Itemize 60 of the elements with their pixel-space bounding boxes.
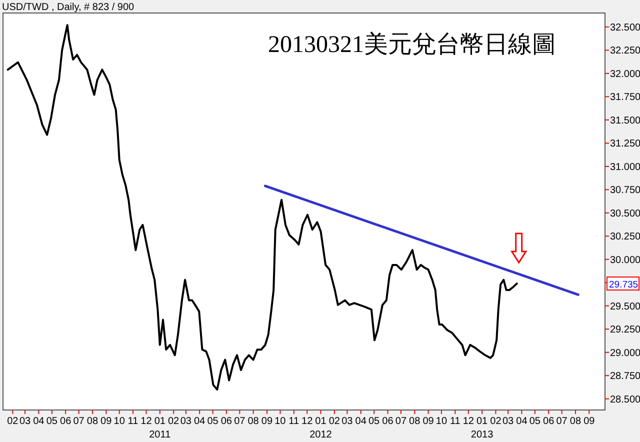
x-tick-label: 05: [46, 416, 58, 427]
x-tick-label: 06: [220, 416, 232, 427]
x-tick-label: 04: [194, 416, 206, 427]
x-tick-label: 09: [584, 416, 596, 427]
x-tick-label: 04: [33, 416, 45, 427]
y-tick-label: 31.500: [610, 115, 640, 126]
text: 20130321美元兌台幣日線圖: [268, 31, 556, 58]
x-tick-label: 02: [490, 416, 502, 427]
chart-subtitle: USD/TWD , Daily, # 823 / 900: [2, 2, 135, 13]
x-tick-label: 10: [114, 416, 126, 427]
x-tick-label: 03: [342, 416, 354, 427]
x-tick-label: 12: [302, 416, 314, 427]
x-tick-label: 04: [516, 416, 528, 427]
x-tick-label: 08: [248, 416, 260, 427]
x-tick-label: 09: [422, 416, 434, 427]
y-tick-label: 32.000: [610, 68, 640, 80]
x-tick-label: 05: [368, 416, 380, 427]
x-tick-label: 09: [100, 416, 112, 427]
x-tick-label: 12: [462, 416, 474, 427]
y-tick-label: 28.750: [610, 371, 640, 382]
y-tick-label: 31.000: [610, 162, 640, 173]
y-tick-label: 30.000: [610, 254, 640, 266]
x-tick-label: 02: [328, 416, 340, 427]
x-tick-label: 07: [234, 416, 246, 427]
y-tick-label: 29.250: [610, 324, 640, 336]
y-tick-label: 29.500: [610, 301, 640, 312]
x-tick-label: 03: [180, 416, 192, 427]
x-tick-label: 02: [168, 416, 180, 427]
x-tick-label: 12: [140, 416, 152, 427]
x-tick-label: 09: [261, 416, 273, 427]
x-tick-label: 03: [502, 416, 514, 427]
y-tick-label: 30.500: [610, 208, 640, 220]
x-tick-label: 06: [60, 416, 72, 427]
y-tick-label: 31.750: [610, 92, 640, 104]
x-tick-label: 07: [395, 416, 407, 427]
x-tick-label: 11: [450, 416, 461, 427]
x-tick-label: 05: [207, 416, 219, 427]
y-tick-label: 32.500: [610, 22, 640, 34]
x-tick-label: 08: [570, 416, 582, 427]
x-tick-label: 11: [128, 416, 139, 427]
annotation: 29.735: [609, 280, 638, 291]
x-tick-label: 03: [19, 416, 32, 427]
y-tick-label: 28.500: [610, 394, 640, 406]
x-tick-label: 08: [86, 416, 98, 427]
y-tick-label: 31.250: [610, 138, 640, 150]
x-tick-label: 02: [7, 416, 19, 427]
y-tick-label: 30.750: [610, 185, 640, 196]
x-tick-label: 07: [73, 416, 85, 427]
x-tick-label: 07: [556, 416, 568, 427]
x-tick-label: 08: [409, 416, 421, 427]
x-tick-label: 06: [382, 416, 394, 427]
y-tick-label: 32.250: [610, 46, 640, 57]
x-tick-label: 11: [288, 416, 300, 427]
x-tick-label: 10: [436, 416, 448, 427]
y-tick-label: 29.000: [610, 348, 640, 359]
y-tick-label: 30.250: [610, 232, 640, 243]
x-tick-label: 04: [355, 416, 367, 427]
x-tick-label: 06: [543, 416, 555, 427]
x-tick-label: 05: [529, 416, 541, 427]
x-tick-label: 10: [274, 416, 286, 427]
